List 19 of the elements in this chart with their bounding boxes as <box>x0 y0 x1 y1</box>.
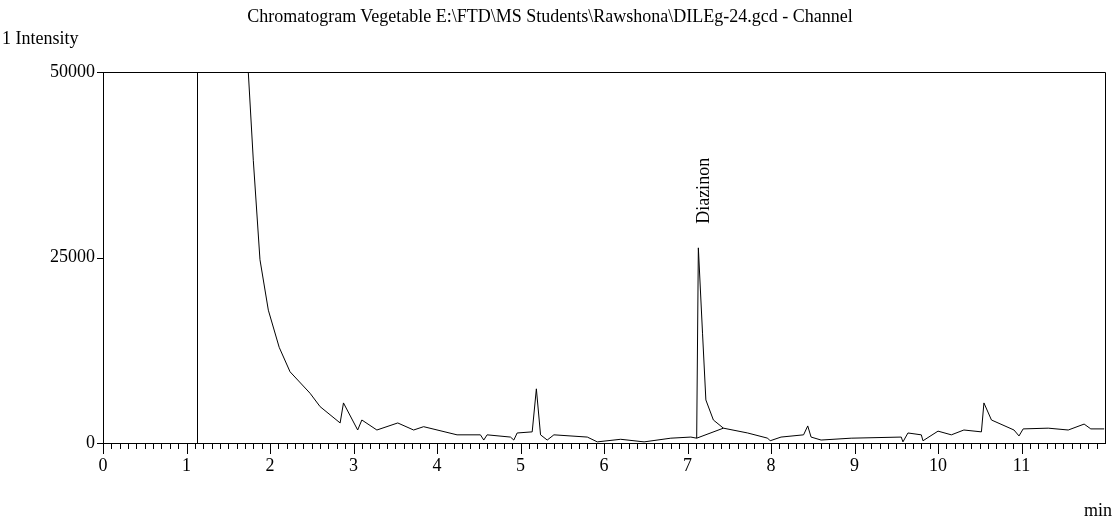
y-tick-label: 50000 <box>50 60 95 81</box>
x-tick-label: 6 <box>599 454 609 475</box>
x-tick-label: 1 <box>182 454 191 475</box>
x-tick-label: 10 <box>929 454 947 475</box>
x-tick-label: 11 <box>1012 454 1031 475</box>
x-axis-title: min <box>1083 500 1112 520</box>
x-tick-label: 7 <box>683 454 692 475</box>
chart-title: Chromatogram Vegetable E:\FTD\MS Students\Rawshona\DILEg-24.gcd - Channel <box>247 6 853 26</box>
y-axis-title: 1 Intensity <box>2 28 79 48</box>
x-tick-label: 4 <box>432 454 442 475</box>
x-tick-label: 2 <box>265 454 275 475</box>
y-tick-label: 0 <box>86 431 95 452</box>
x-tick-label: 9 <box>850 454 859 475</box>
x-tick-label: 0 <box>98 454 108 475</box>
x-tick-label: 3 <box>349 454 358 475</box>
x-tick-label: 8 <box>766 454 776 475</box>
y-tick-label: 25000 <box>50 246 95 267</box>
annotation: Diazinon <box>693 157 714 224</box>
x-tick-label: 5 <box>516 454 525 475</box>
